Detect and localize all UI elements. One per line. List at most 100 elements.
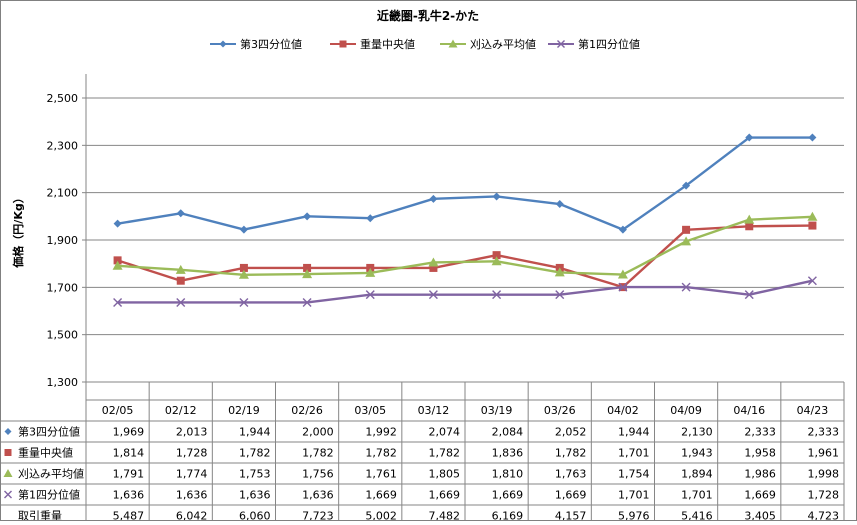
data-point	[113, 297, 123, 307]
table-cell: 1,961	[808, 447, 840, 460]
data-point-b	[744, 290, 754, 300]
legend-marker	[219, 40, 227, 48]
series-3	[112, 211, 818, 279]
table-cell: 1,701	[681, 489, 713, 502]
y-tick-label: 2,300	[47, 139, 79, 152]
table-cell: 1,943	[681, 447, 713, 460]
table-cell: 1,701	[618, 447, 650, 460]
table-legend-key	[3, 469, 13, 477]
legend-label: 重量中央値	[360, 37, 415, 51]
y-tick-label: 1,700	[47, 281, 79, 294]
x-tick-label: 03/26	[544, 404, 576, 417]
table-cell: 2,130	[681, 426, 713, 439]
table-cell: 1,636	[302, 489, 334, 502]
data-point	[176, 209, 185, 218]
series-4	[113, 276, 817, 307]
data-point	[302, 297, 312, 307]
legend-marker	[448, 39, 458, 48]
table-cell: 1,894	[681, 468, 713, 481]
table-cell: 1,701	[618, 489, 650, 502]
data-point	[555, 200, 564, 209]
table-cell: 5,002	[365, 510, 397, 522]
legend-label: 第1四分位値	[578, 37, 640, 51]
legend-marker	[557, 40, 565, 48]
table-cell: 1,761	[365, 468, 397, 481]
table-cell: 1,774	[176, 468, 208, 481]
data-point-b	[492, 290, 502, 300]
table-cell: 6,042	[176, 510, 208, 522]
data-point	[492, 290, 502, 300]
table-cell: 1,669	[492, 489, 524, 502]
table-cell: 1,669	[365, 489, 397, 502]
data-point	[365, 290, 375, 300]
table-cell: 1,998	[808, 468, 840, 481]
x-tick-label: 04/09	[670, 404, 702, 417]
data-point	[807, 276, 817, 286]
table-cell: 4,157	[555, 510, 587, 522]
series-line	[117, 215, 813, 276]
data-point-b	[807, 276, 817, 286]
legend-marker	[339, 40, 347, 48]
x-tick-label: 02/12	[165, 404, 197, 417]
data-point	[302, 269, 313, 279]
data-point	[617, 269, 628, 279]
data-point	[492, 192, 501, 201]
x-tick-label: 02/05	[102, 404, 134, 417]
data-point	[682, 181, 691, 190]
data-point-b	[365, 290, 375, 300]
table-cell: 1,836	[492, 447, 524, 460]
data-point-b	[176, 297, 186, 307]
table-cell: 1,728	[176, 447, 208, 460]
data-point	[428, 257, 439, 267]
legend-label: 第3四分位値	[240, 37, 302, 51]
table-cell: 2,074	[429, 426, 461, 439]
table-legend-key	[4, 449, 12, 456]
table-cell: 1,958	[744, 447, 776, 460]
y-axis-label: 価格（円/Kg）	[11, 192, 25, 268]
data-point-b	[618, 282, 628, 292]
data-point	[618, 225, 627, 234]
series-group	[112, 133, 818, 307]
table-cell: 3,405	[744, 510, 776, 522]
table-cell: 1,782	[239, 447, 271, 460]
data-point-b	[239, 297, 249, 307]
y-axis-ticks: 1,300 1,500 1,700 1,900 2,100 2,300 2,500	[47, 92, 86, 389]
data-point-b	[113, 297, 123, 307]
table-cell: 1,756	[302, 468, 334, 481]
x-tick-label: 03/05	[354, 404, 386, 417]
data-point	[239, 225, 248, 234]
data-point	[429, 194, 438, 203]
table-cell: 2,084	[492, 426, 524, 439]
table-cell: 1,636	[176, 489, 208, 502]
table-cell: 5,416	[681, 510, 713, 522]
table-row-label: 刈込み平均値	[18, 468, 84, 481]
data-point	[807, 211, 818, 221]
table-cell: 1,763	[555, 468, 587, 481]
table-cell: 6,060	[239, 510, 271, 522]
table-cell: 1,754	[618, 468, 650, 481]
table-cell: 1,753	[239, 468, 271, 481]
grid-lines	[86, 97, 844, 336]
table-cell: 1,782	[302, 447, 334, 460]
data-point	[744, 290, 754, 300]
x-tick-label: 04/02	[607, 404, 639, 417]
table-row-label: 重量中央値	[18, 446, 73, 460]
table-cell: 1,791	[113, 468, 145, 481]
data-table: 02/05 02/12 02/19 02/26 03/05 03/12 03/19 03/26…	[1, 382, 845, 525]
data-point	[176, 276, 185, 285]
data-point	[303, 212, 312, 221]
table-cell: 2,000	[302, 426, 334, 439]
table-cell: 5,976	[618, 510, 650, 522]
data-point	[618, 282, 628, 292]
table-cell: 2,333	[808, 426, 840, 439]
table-cell: 7,723	[302, 510, 334, 522]
data-point	[428, 290, 438, 300]
data-point	[554, 267, 565, 277]
data-point	[239, 263, 248, 272]
x-tick-label: 03/12	[418, 404, 450, 417]
data-point	[681, 236, 692, 246]
table-cell: 2,052	[555, 426, 587, 439]
